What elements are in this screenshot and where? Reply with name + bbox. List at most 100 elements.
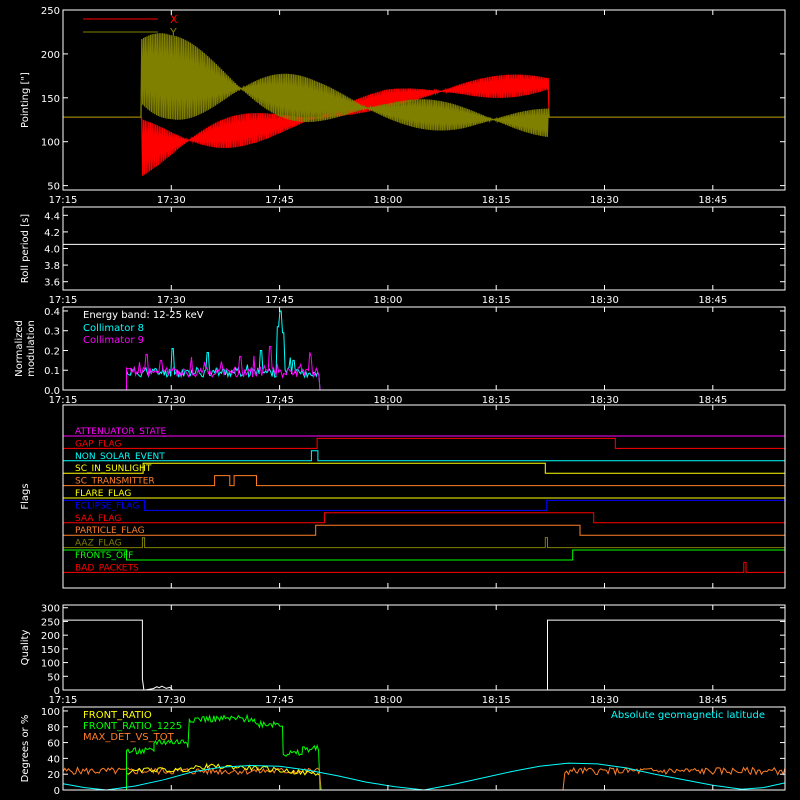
y-tick-label: 250 <box>41 6 60 17</box>
flag-trace-FRONTS_OFF <box>63 549 785 561</box>
x-tick-label: 18:30 <box>590 195 619 206</box>
flag-label: ATTENUATOR_STATE <box>75 427 167 437</box>
y-tick-label: 0.3 <box>44 327 60 338</box>
series-line-quality <box>63 619 785 691</box>
flag-label: FRONTS_OFF <box>75 551 133 561</box>
x-tick-label: 18:45 <box>698 695 727 706</box>
flag-trace-SC_IN_SUNLIGHT <box>63 462 785 474</box>
y-tick-label: 100 <box>41 138 60 149</box>
y-tick-label: 40 <box>47 754 60 765</box>
legend-label: Absolute geomagnetic latitude <box>611 710 765 721</box>
x-tick-label: 17:30 <box>157 195 186 206</box>
flag-label: AAZ_FLAG <box>75 539 122 549</box>
series-line-FRONT_RATIO_1225 <box>63 713 785 791</box>
flag-trace-SAA_FLAG <box>63 512 785 524</box>
y-tick-label: 4.2 <box>44 228 60 239</box>
x-tick-label: 17:45 <box>265 295 294 306</box>
flag-trace-AAZ_FLAG <box>63 537 785 549</box>
y-tick-label: 250 <box>41 617 60 628</box>
flag-label: PARTICLE_FLAG <box>75 526 145 536</box>
flag-label: ECLIPSE_FLAG <box>75 501 139 511</box>
y-tick-label: 200 <box>41 631 60 642</box>
flag-trace-ECLIPSE_FLAG <box>63 499 785 511</box>
flag-label: SC_IN_SUNLIGHT <box>75 464 152 474</box>
y-tick-label: 3.6 <box>44 278 60 289</box>
legend-label: Y <box>169 26 177 39</box>
y-tick-label: 100 <box>41 707 60 718</box>
panel-frame <box>62 604 786 691</box>
y-axis-label: Degrees or % <box>20 715 31 783</box>
x-ticks <box>62 207 714 290</box>
y-axis-label-line: modulation <box>26 320 37 377</box>
y-tick-label: 200 <box>41 50 60 61</box>
panel-frame <box>62 306 786 391</box>
x-ticks <box>62 707 714 790</box>
x-tick-label: 17:45 <box>265 195 294 206</box>
x-tick-label: 18:30 <box>590 395 619 406</box>
x-tick-label: 18:00 <box>373 695 402 706</box>
y-axis-label: Roll period [s] <box>20 214 31 283</box>
flag-label: SC_TRANSMITTER <box>75 477 155 487</box>
x-tick-label: 17:15 <box>49 195 78 206</box>
x-tick-label: 17:45 <box>265 695 294 706</box>
x-tick-label: 17:15 <box>49 395 78 406</box>
x-tick-label: 18:30 <box>590 295 619 306</box>
energy-band-annotation: Energy band: 12-25 keV <box>83 310 204 321</box>
y-axis-label: Flags <box>20 483 31 509</box>
flag-trace-PARTICLE_FLAG <box>63 524 785 536</box>
y-tick-label: 100 <box>41 659 60 670</box>
y-tick-label: 150 <box>41 645 60 656</box>
x-ticks <box>62 405 714 588</box>
series-line-Collimator-8 <box>63 310 785 391</box>
series-line-Y <box>63 33 785 137</box>
x-tick-label: 18:15 <box>482 195 511 206</box>
y-tick-label: 150 <box>41 94 60 105</box>
legend-label: FRONT_RATIO <box>83 710 152 721</box>
y-tick-label: 4.0 <box>44 245 60 256</box>
x-tick-label: 17:45 <box>265 395 294 406</box>
x-tick-label: 17:30 <box>157 295 186 306</box>
legend-label: X <box>170 13 178 26</box>
legend-label: Collimator 9 <box>83 335 144 346</box>
x-tick-label: 17:15 <box>49 695 78 706</box>
y-axis-label-line: Normalized <box>14 320 25 377</box>
x-ticks <box>62 307 714 390</box>
x-tick-label: 18:45 <box>698 395 727 406</box>
y-axis-label: Quality <box>20 630 31 666</box>
y-axis-label: Pointing ["] <box>20 72 31 128</box>
x-ticks <box>62 605 714 690</box>
y-axis-label: Normalizedmodulation <box>14 320 37 377</box>
y-tick-label: 80 <box>47 723 60 734</box>
flag-trace-BAD_PACKETS <box>63 561 785 573</box>
series-line-FRONT_RATIO <box>126 762 321 777</box>
panel-frame <box>62 404 786 589</box>
x-tick-label: 17:15 <box>49 295 78 306</box>
x-ticks <box>62 10 714 190</box>
y-tick-label: 0.1 <box>44 366 60 377</box>
series-line-Collimator-9 <box>63 346 785 391</box>
y-tick-label: 3.8 <box>44 261 60 272</box>
x-tick-label: 18:00 <box>373 195 402 206</box>
y-tick-label: 0.4 <box>44 307 60 318</box>
y-tick-label: 50 <box>47 182 60 193</box>
legend-label: Collimator 8 <box>83 323 144 334</box>
y-tick-label: 20 <box>47 770 60 781</box>
panel-frame <box>62 206 786 291</box>
x-tick-label: 18:00 <box>373 295 402 306</box>
y-tick-label: 300 <box>41 604 60 615</box>
panel-frame <box>62 706 786 791</box>
y-tick-label: 60 <box>47 739 60 750</box>
x-tick-label: 18:15 <box>482 295 511 306</box>
flag-trace-NON_SOLAR_EVENT <box>63 450 785 462</box>
flag-label: SAA_FLAG <box>75 514 121 524</box>
x-tick-label: 17:30 <box>157 695 186 706</box>
flag-label: GAP_FLAG <box>75 439 121 449</box>
flag-label: BAD_PACKETS <box>75 563 139 573</box>
x-tick-label: 18:45 <box>698 295 727 306</box>
x-tick-label: 17:30 <box>157 395 186 406</box>
x-tick-label: 18:45 <box>698 195 727 206</box>
y-tick-label: 0 <box>54 686 60 697</box>
y-tick-label: 50 <box>47 672 60 683</box>
y-tick-label: 0.2 <box>44 346 60 357</box>
